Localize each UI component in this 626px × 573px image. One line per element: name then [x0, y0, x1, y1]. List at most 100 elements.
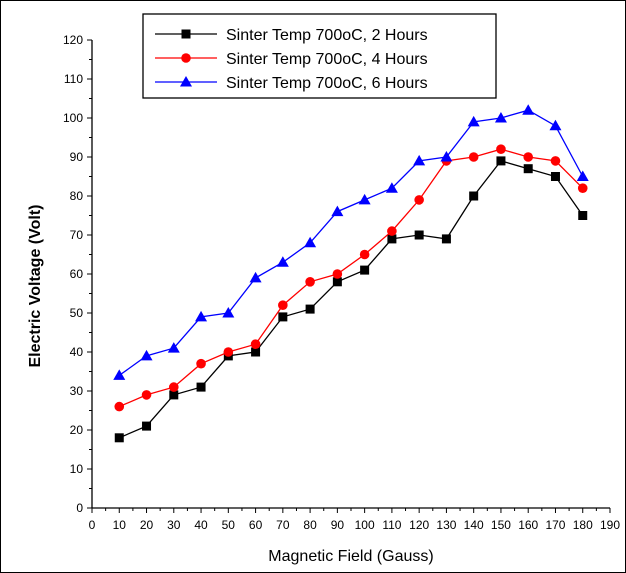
series-3-point	[385, 182, 398, 193]
series-2-point	[332, 269, 343, 279]
series-2-point	[550, 156, 561, 166]
series-3-point	[467, 115, 480, 127]
series-1	[114, 156, 588, 443]
series-1-point	[387, 234, 397, 244]
series-1-point	[114, 433, 124, 443]
x-tick-label: 110	[382, 518, 401, 532]
series-2-point	[223, 347, 234, 357]
series-2-point	[468, 152, 479, 162]
x-tick-label: 160	[518, 518, 538, 532]
legend-label: Sinter Temp 700oC, 4 Hours	[226, 51, 428, 68]
series-1-point	[196, 382, 206, 392]
series-3-point	[195, 310, 208, 322]
y-axis-ticks: 0 10 20 30 40 50 60 70 80 90 100 110 120	[63, 33, 92, 515]
series-2-point	[414, 195, 424, 205]
series-1-point	[550, 172, 560, 181]
x-tick-label: 180	[573, 518, 593, 532]
y-tick-label: 120	[63, 33, 83, 47]
series-2-point	[250, 339, 261, 350]
series-3-point	[222, 307, 235, 318]
series-3-point	[304, 236, 317, 248]
series-3-point	[413, 154, 426, 166]
y-tick-label: 30	[70, 384, 84, 398]
x-axis-ticks: 0 10 20 30 40 50 60 70 80 90 100 110 120 130 140 150 160…	[89, 508, 620, 532]
y-tick-label: 50	[70, 306, 84, 320]
legend-item: Sinter Temp 700oC, 4 Hours	[155, 51, 428, 68]
axes	[91, 40, 610, 509]
x-tick-label: 170	[545, 518, 565, 532]
y-tick-label: 0	[76, 501, 83, 515]
legend-marker	[180, 76, 192, 87]
series-3-point	[494, 112, 507, 123]
legend-box	[142, 13, 497, 99]
series-1-point	[305, 304, 315, 314]
x-tick-label: 90	[331, 518, 345, 532]
series-2-point	[496, 144, 506, 154]
x-tick-label: 30	[167, 518, 181, 532]
y-tick-label: 100	[63, 111, 83, 125]
x-tick-label: 120	[409, 518, 429, 532]
x-tick-label: 20	[140, 518, 154, 532]
x-tick-label: 60	[249, 518, 263, 532]
series-3	[113, 104, 589, 380]
series-layer	[113, 104, 589, 443]
legend: Sinter Temp 700oC, 2 Hours Sinter Temp 70…	[142, 13, 497, 99]
x-tick-label: 100	[355, 518, 375, 532]
series-1-point	[523, 164, 533, 174]
series-1-point	[251, 347, 261, 357]
series-3-point	[440, 151, 453, 162]
x-tick-label: 190	[600, 518, 620, 532]
series-1-point	[169, 390, 179, 400]
series-1-point	[469, 191, 479, 201]
series-1-point	[278, 312, 288, 322]
x-tick-label: 0	[89, 518, 96, 532]
series-3-point	[358, 193, 371, 205]
legend-item: Sinter Temp 700oC, 2 Hours	[155, 27, 428, 44]
series-3-point	[549, 119, 562, 131]
series-1-line	[119, 160, 584, 439]
x-tick-label: 70	[276, 518, 290, 532]
x-tick-label: 80	[303, 518, 317, 532]
y-tick-label: 90	[70, 150, 84, 164]
series-3-point	[167, 342, 180, 353]
series-2-point	[141, 390, 152, 400]
series-1-point	[578, 211, 588, 220]
legend-marker	[181, 53, 191, 63]
legend-label: Sinter Temp 700oC, 2 Hours	[226, 27, 428, 44]
series-3-point	[276, 256, 289, 267]
x-axis-title: Magnetic Field (Gauss)	[268, 548, 433, 565]
series-3-point	[140, 349, 153, 361]
series-1-point	[360, 265, 370, 275]
y-tick-label: 70	[70, 228, 84, 242]
series-2-point	[168, 382, 179, 392]
series-2-point	[359, 249, 370, 260]
y-tick-label: 110	[64, 72, 83, 86]
x-tick-label: 140	[464, 518, 484, 532]
y-tick-label: 20	[70, 423, 84, 437]
legend-item: Sinter Temp 700oC, 6 Hours	[155, 75, 428, 92]
series-1-point	[496, 156, 506, 166]
series-3-point	[576, 170, 589, 181]
series-3-point	[113, 369, 126, 380]
x-tick-label: 50	[222, 518, 236, 532]
series-2-point	[387, 226, 397, 236]
series-2-point	[523, 152, 534, 162]
series-2-point	[305, 277, 315, 287]
y-tick-label: 10	[70, 462, 84, 476]
series-3-point	[249, 271, 262, 283]
series-3-point	[331, 205, 344, 217]
series-2-line	[119, 148, 584, 408]
x-tick-label: 40	[194, 518, 208, 532]
series-2-point	[278, 300, 288, 311]
series-2-point	[114, 401, 125, 412]
series-1-point	[142, 421, 152, 431]
legend-label: Sinter Temp 700oC, 6 Hours	[226, 75, 428, 92]
x-tick-label: 130	[436, 518, 456, 532]
x-tick-label: 150	[491, 518, 511, 532]
series-3-line	[118, 109, 584, 376]
legend-marker	[181, 29, 191, 39]
series-1-point	[414, 230, 424, 240]
y-tick-label: 60	[70, 267, 84, 281]
series-1-point	[441, 234, 451, 244]
